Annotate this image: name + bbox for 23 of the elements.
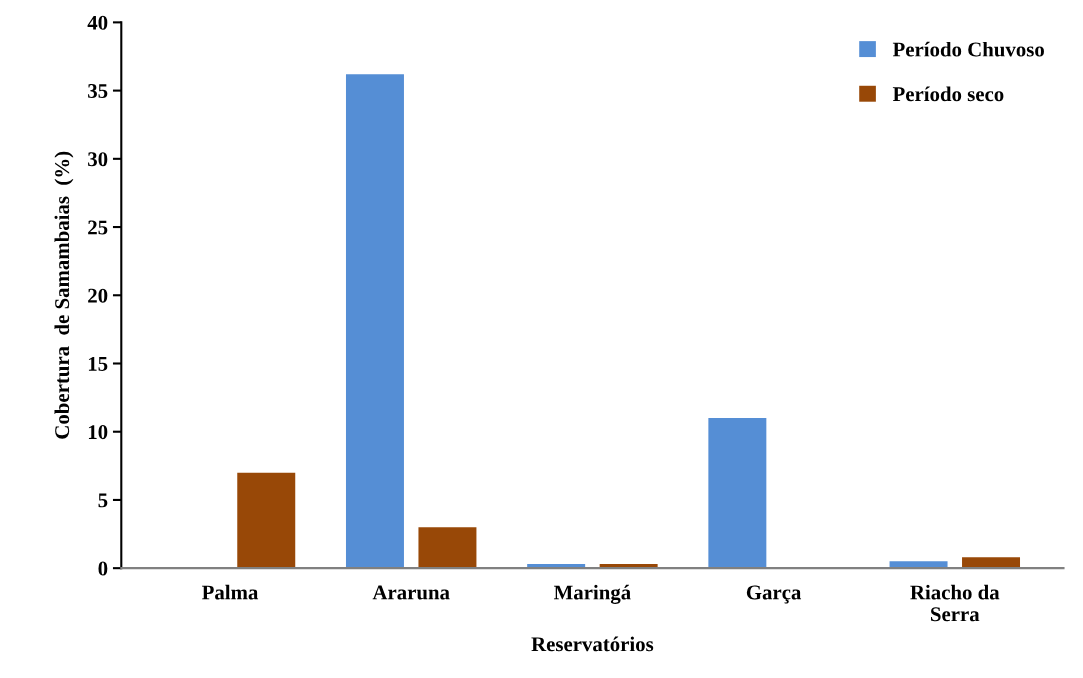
x-axis-title: Reservatórios — [531, 636, 654, 652]
bar — [345, 74, 404, 569]
bar — [237, 472, 296, 569]
x-tick-label: Maringá — [553, 584, 631, 604]
y-tick-label: 35 — [88, 84, 108, 99]
x-tick-label: Palma — [202, 584, 259, 600]
bar — [708, 418, 767, 569]
x-tick-label: Garça — [746, 585, 802, 604]
y-tick-label: 15 — [88, 356, 108, 371]
y-tick-label: 0 — [98, 561, 108, 576]
y-tick-label: 10 — [88, 425, 108, 440]
bar — [962, 557, 1021, 569]
y-tick-label: 30 — [88, 152, 108, 167]
x-tick-label: Araruna — [372, 585, 450, 600]
x-tick-label: Riacho da Serra — [910, 584, 1000, 622]
legend-label: Período seco — [892, 86, 1004, 102]
y-tick-label: 40 — [87, 15, 108, 30]
y-axis-title: Cobertura de Samambaias (%) — [54, 151, 74, 439]
y-tick-label: 5 — [98, 493, 108, 508]
y-tick-label: 20 — [88, 288, 108, 303]
y-tick-label: 25 — [88, 220, 108, 235]
legend-label: Período Chuvoso — [892, 41, 1044, 57]
bar — [418, 527, 477, 569]
